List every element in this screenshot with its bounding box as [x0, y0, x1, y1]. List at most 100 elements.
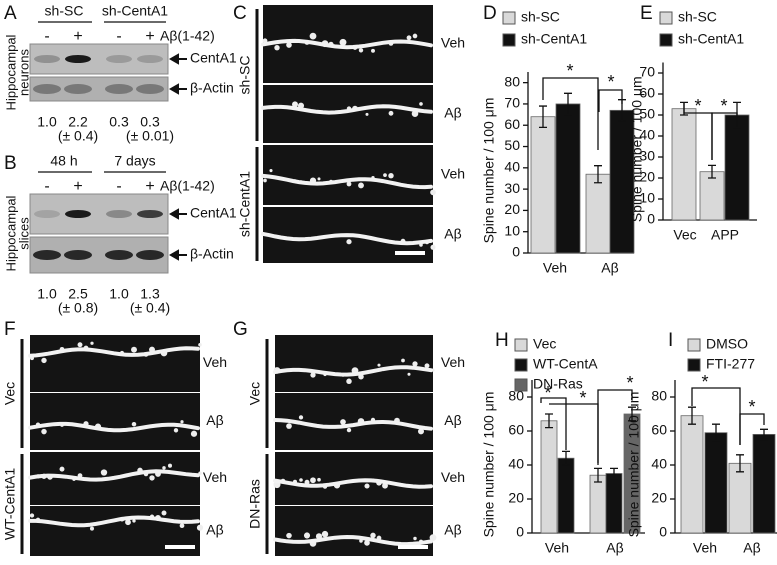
micrograph	[263, 85, 433, 143]
x-tick-label: Veh	[543, 260, 567, 276]
band	[65, 210, 91, 218]
spine	[149, 475, 155, 481]
ratio: 2.5	[68, 286, 88, 302]
spine	[29, 513, 35, 518]
spine	[358, 182, 364, 189]
band	[105, 250, 133, 260]
band	[33, 250, 61, 260]
panel-label: E	[640, 3, 653, 24]
panel-label: H	[495, 330, 509, 351]
spine	[317, 477, 321, 482]
spine	[286, 532, 292, 539]
band	[106, 210, 132, 218]
spine	[346, 378, 352, 385]
significance-bracket	[739, 413, 765, 445]
condition-label: Aβ	[444, 522, 461, 538]
sign: +	[73, 178, 82, 195]
spine	[269, 169, 273, 173]
spine	[309, 32, 317, 40]
ratio-error: (± 0.4)	[58, 128, 98, 144]
scale-bar	[165, 545, 195, 549]
spine	[388, 172, 394, 179]
significance-star: *	[694, 96, 701, 116]
ratio-error: (± 0.8)	[58, 300, 98, 316]
spine	[406, 35, 412, 41]
x-tick-label: APP	[711, 227, 739, 243]
y-tick-label: 30	[504, 180, 520, 196]
spine	[59, 466, 65, 472]
significance-star: *	[607, 72, 614, 92]
band	[34, 210, 60, 218]
panel-label: A	[4, 3, 17, 24]
arrow	[168, 83, 187, 95]
panel-label: B	[4, 153, 17, 174]
ratio: 2.2	[68, 114, 88, 130]
error-bar	[594, 467, 602, 483]
sign: -	[44, 178, 49, 195]
legend-swatch	[659, 33, 673, 47]
panel-label: C	[233, 3, 247, 24]
spine	[407, 372, 411, 376]
legend-label: DN-Ras	[533, 376, 583, 392]
group-label: sh-SC	[45, 3, 84, 19]
spine	[131, 346, 137, 353]
error-bar	[545, 413, 553, 429]
spine	[430, 244, 436, 250]
spine	[125, 519, 131, 526]
error-bar	[688, 406, 696, 425]
y-tick-label: 50	[504, 137, 520, 153]
arrow	[168, 249, 187, 261]
band	[106, 55, 132, 63]
spine	[310, 372, 316, 378]
blot	[29, 76, 169, 102]
band	[136, 84, 164, 94]
legend-label: FTI-277	[706, 356, 755, 372]
y-tick-label: 40	[651, 456, 667, 472]
spine	[286, 42, 292, 48]
band	[65, 55, 91, 63]
spine	[179, 523, 185, 529]
legend-swatch	[514, 378, 528, 392]
spine	[77, 342, 83, 348]
spine	[41, 357, 47, 364]
y-tick-label: 40	[504, 159, 520, 175]
micrograph	[275, 452, 433, 505]
ratio: 1.0	[109, 286, 129, 302]
spine	[317, 177, 321, 181]
condition-label: Veh	[441, 166, 465, 182]
spine	[417, 428, 425, 435]
band-label: CentA1	[190, 50, 237, 66]
spine	[377, 363, 381, 367]
significance-bracket	[542, 77, 599, 150]
y-tick-label: 80	[504, 73, 520, 89]
band-label: β-Actin	[190, 246, 234, 262]
panel-label: D	[483, 3, 497, 24]
dendrite	[273, 418, 433, 431]
panel-label: G	[233, 319, 248, 340]
legend-label: DMSO	[706, 336, 748, 352]
side-label: Hippocampal	[3, 34, 18, 110]
condition-label: Veh	[441, 469, 465, 485]
spine	[161, 510, 167, 516]
panel-label: F	[4, 319, 16, 340]
dendrite	[28, 346, 200, 358]
legend-swatch	[687, 358, 701, 372]
ratio: 1.0	[37, 286, 57, 302]
group-label: sh-SC	[237, 56, 253, 95]
spine	[310, 477, 316, 484]
dendrite	[261, 38, 433, 50]
arrow	[168, 208, 187, 220]
significance-bracket	[711, 112, 738, 160]
significance-bracket	[597, 389, 633, 463]
y-axis-label: Spine number / 100 μm	[481, 98, 497, 244]
legend-swatch	[514, 338, 528, 352]
scale-bar	[395, 251, 425, 255]
spine	[89, 526, 95, 531]
bar	[605, 473, 623, 534]
band	[105, 84, 133, 94]
x-tick-label: Veh	[693, 540, 717, 556]
condition-label: Aβ	[444, 412, 461, 428]
significance-bracket	[540, 397, 567, 450]
y-tick-label: 40	[508, 456, 524, 472]
bar	[589, 474, 607, 534]
